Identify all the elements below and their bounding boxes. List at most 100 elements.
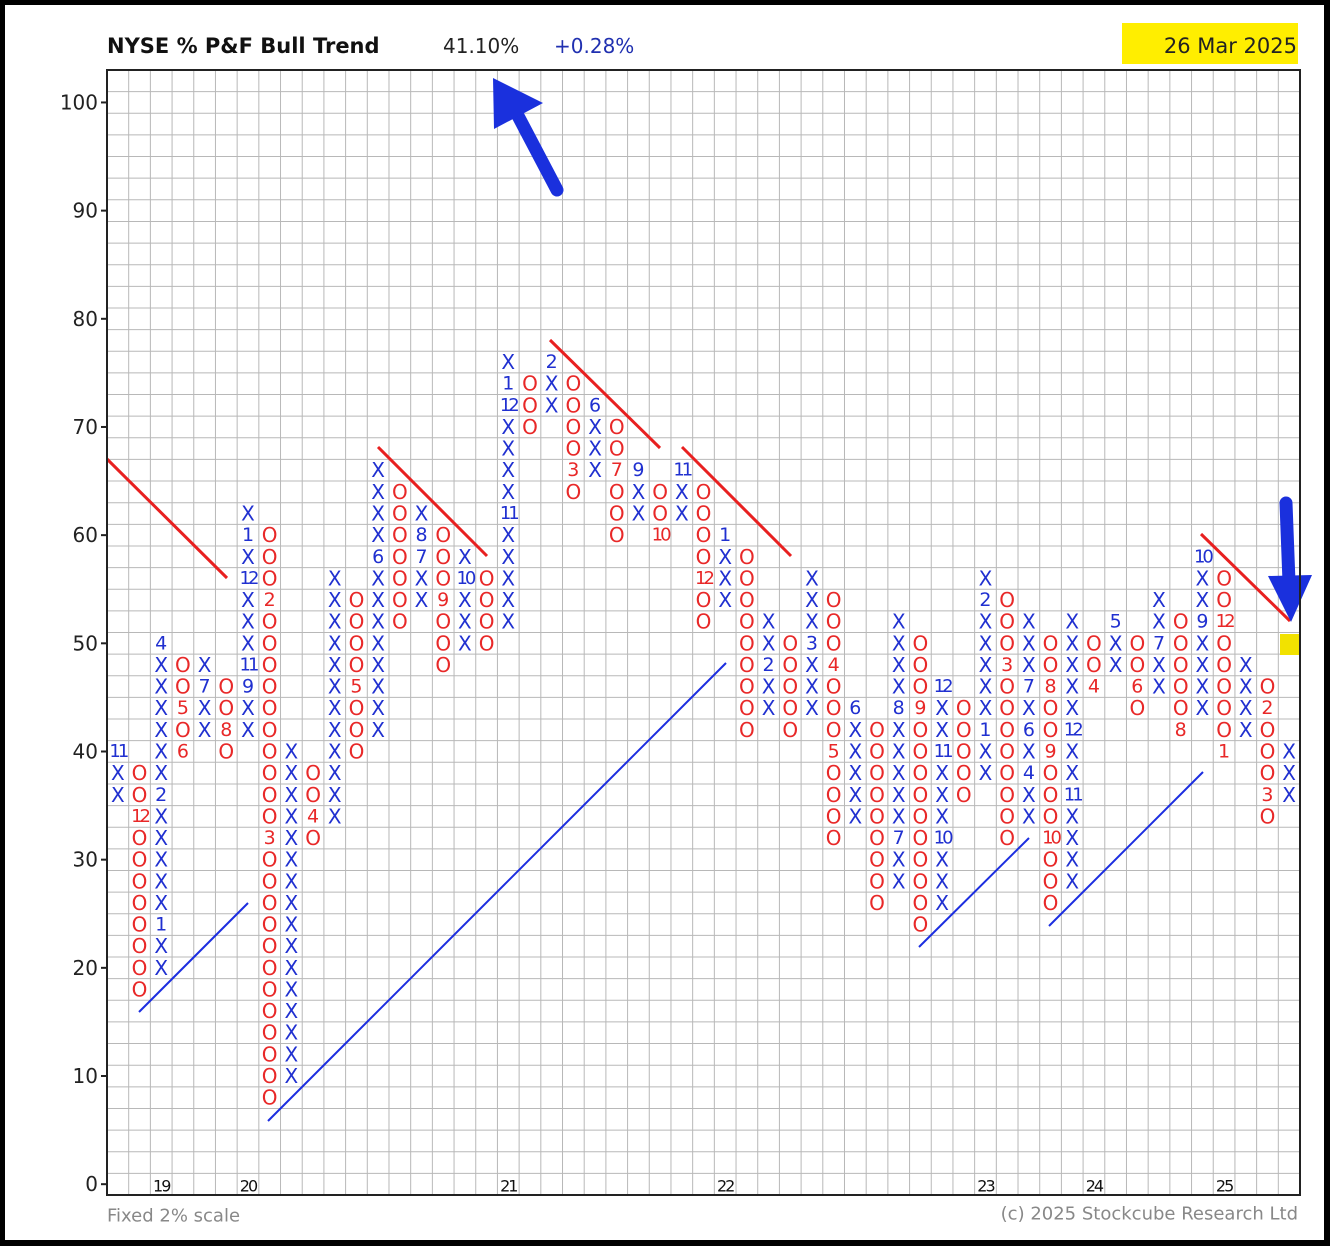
- x-box: X: [1196, 696, 1210, 720]
- month-marker: 2: [979, 589, 991, 611]
- resistance-line: [680, 445, 793, 558]
- o-box: O: [869, 848, 885, 872]
- month-marker: 1: [979, 719, 991, 741]
- x-box: X: [1022, 653, 1036, 677]
- x-box: X: [328, 675, 342, 699]
- x-box: X: [241, 696, 255, 720]
- o-box: O: [132, 891, 148, 915]
- o-box: O: [609, 523, 625, 547]
- resistance-line: [376, 445, 489, 558]
- x-box: X: [415, 588, 429, 612]
- x-box: X: [805, 566, 819, 590]
- x-box: X: [1065, 675, 1079, 699]
- o-box: O: [132, 956, 148, 980]
- x-box: X: [1239, 696, 1253, 720]
- o-box: O: [869, 826, 885, 850]
- month-marker: 8: [1045, 676, 1057, 698]
- o-box: O: [826, 610, 842, 634]
- x-box: X: [501, 588, 515, 612]
- month-marker: 1: [1218, 740, 1230, 762]
- o-box: O: [999, 588, 1015, 612]
- month-marker: 12: [1216, 611, 1234, 632]
- o-box: O: [349, 718, 365, 742]
- o-box: O: [392, 502, 408, 526]
- month-marker: 9: [242, 676, 254, 698]
- o-box: O: [652, 480, 668, 504]
- month-marker: 2: [763, 654, 775, 676]
- o-box: O: [826, 804, 842, 828]
- month-marker: 4: [828, 654, 840, 676]
- x-box: X: [154, 718, 168, 742]
- month-marker: 11: [1064, 784, 1082, 805]
- resistance-line: [1199, 532, 1292, 623]
- o-box: O: [999, 739, 1015, 763]
- x-box: X: [285, 783, 299, 807]
- x-box: X: [675, 480, 689, 504]
- x-box: X: [328, 718, 342, 742]
- o-box: O: [175, 675, 191, 699]
- o-box: O: [565, 372, 581, 396]
- x-box: X: [501, 458, 515, 482]
- o-box: O: [262, 848, 278, 872]
- x-box: X: [979, 653, 993, 677]
- x-box: X: [1196, 653, 1210, 677]
- o-box: O: [262, 869, 278, 893]
- x-box: X: [371, 631, 385, 655]
- o-box: O: [218, 675, 234, 699]
- month-marker: 11: [240, 654, 258, 675]
- o-box: O: [565, 480, 581, 504]
- x-box: X: [501, 350, 515, 374]
- month-marker: 10: [456, 568, 475, 589]
- o-box: O: [132, 913, 148, 937]
- x-box: X: [501, 480, 515, 504]
- o-box: O: [392, 566, 408, 590]
- o-box: O: [999, 718, 1015, 742]
- o-box: O: [1043, 804, 1059, 828]
- x-box: X: [501, 437, 515, 461]
- x-box: X: [371, 718, 385, 742]
- x-box: X: [979, 566, 993, 590]
- o-box: O: [435, 523, 451, 547]
- month-marker: 3: [264, 827, 276, 849]
- month-marker: 6: [1023, 719, 1035, 741]
- x-box: X: [154, 956, 168, 980]
- y-tick-label: 30: [73, 848, 98, 872]
- o-box: O: [1043, 696, 1059, 720]
- o-box: O: [956, 696, 972, 720]
- x-box: X: [415, 566, 429, 590]
- o-box: O: [305, 761, 321, 785]
- month-marker: 7: [611, 459, 623, 481]
- x-box: X: [935, 783, 949, 807]
- o-box: O: [392, 588, 408, 612]
- y-tick-label: 0: [85, 1172, 98, 1196]
- x-box: X: [285, 956, 299, 980]
- support-line: [138, 902, 249, 1013]
- o-box: O: [1129, 696, 1145, 720]
- background: [5, 5, 1324, 1240]
- chart-title: NYSE % P&F Bull Trend: [107, 34, 380, 58]
- x-box: X: [935, 804, 949, 828]
- o-box: O: [913, 848, 929, 872]
- x-box: X: [762, 631, 776, 655]
- month-marker: 2: [1261, 697, 1273, 719]
- y-tick-label: 10: [73, 1064, 98, 1088]
- o-box: O: [262, 761, 278, 785]
- x-box: X: [1022, 783, 1036, 807]
- o-box: O: [218, 739, 234, 763]
- x-box: X: [805, 610, 819, 634]
- month-marker: 1: [502, 373, 514, 395]
- year-label: 24: [1086, 1177, 1104, 1196]
- x-box: X: [545, 393, 559, 417]
- month-marker: 6: [849, 697, 861, 719]
- o-box: O: [869, 718, 885, 742]
- o-box: O: [913, 826, 929, 850]
- resistance-line: [105, 457, 229, 580]
- x-box: X: [154, 761, 168, 785]
- x-box: X: [979, 696, 993, 720]
- x-box: X: [1109, 653, 1123, 677]
- o-box: O: [132, 761, 148, 785]
- o-box: O: [522, 372, 538, 396]
- o-box: O: [1043, 869, 1059, 893]
- o-box: O: [262, 956, 278, 980]
- x-box: X: [285, 913, 299, 937]
